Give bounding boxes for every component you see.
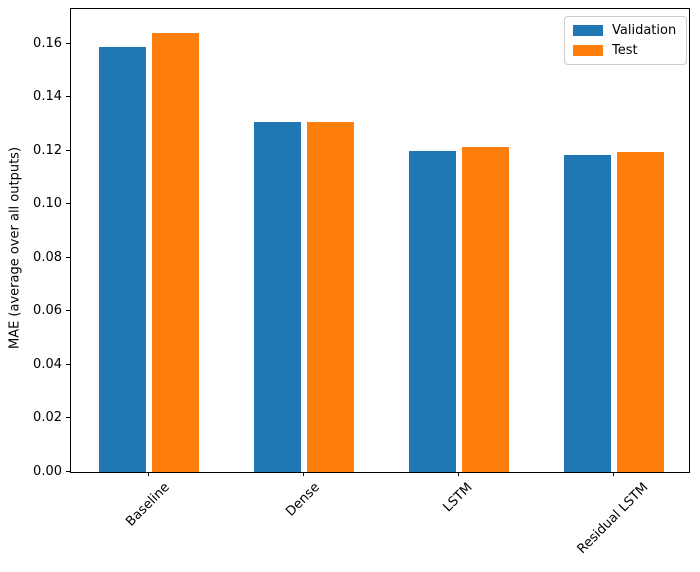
bar-validation-dense xyxy=(254,121,301,472)
legend-swatch-validation xyxy=(573,25,603,36)
x-tick-label-baseline: Baseline xyxy=(123,479,173,530)
y-tick-label: 0.12 xyxy=(33,142,62,158)
x-tick-mark xyxy=(303,472,304,476)
y-tick-label: 0.00 xyxy=(33,463,62,479)
y-tick-label: 0.02 xyxy=(33,410,62,425)
legend-label: Validation xyxy=(612,23,677,38)
y-tick-mark xyxy=(66,96,70,98)
x-tick-label-dense: Dense xyxy=(283,479,323,520)
legend-item-validation: Validation xyxy=(573,23,676,38)
y-tick-mark xyxy=(66,149,70,151)
plot-area xyxy=(70,8,690,473)
bar-validation-lstm xyxy=(409,151,456,472)
bar-test-baseline xyxy=(152,33,199,472)
bar-test-lstm xyxy=(462,147,509,472)
x-tick-label-residual-lstm: Residual LSTM xyxy=(574,480,652,557)
bar-test-dense xyxy=(307,121,354,472)
y-tick-label: 0.16 xyxy=(33,35,62,51)
bar-validation-residual-lstm xyxy=(564,155,611,472)
y-tick-mark xyxy=(66,363,70,365)
y-tick-label: 0.10 xyxy=(33,196,62,212)
legend-item-test: Test xyxy=(573,43,676,58)
x-tick-label-lstm: LSTM xyxy=(440,480,476,516)
legend-swatch-test xyxy=(573,45,603,56)
x-tick-mark xyxy=(148,472,149,476)
y-tick-mark xyxy=(66,203,70,205)
legend: Validation Test xyxy=(564,16,688,65)
y-tick-mark xyxy=(66,42,70,44)
x-tick-mark xyxy=(458,472,459,476)
y-axis-label: MAE (average over all outputs) xyxy=(7,146,23,350)
bar-validation-baseline xyxy=(99,46,146,472)
legend-label: Test xyxy=(612,43,638,58)
y-tick-mark xyxy=(66,470,70,472)
y-tick-mark xyxy=(66,310,70,311)
y-tick-label: 0.06 xyxy=(33,303,62,318)
bar-test-residual-lstm xyxy=(617,152,664,472)
y-tick-label: 0.04 xyxy=(33,356,62,372)
y-tick-label: 0.08 xyxy=(33,249,62,265)
y-tick-mark xyxy=(66,417,70,418)
y-tick-label: 0.14 xyxy=(33,89,62,105)
x-tick-mark xyxy=(613,472,614,476)
y-tick-mark xyxy=(66,256,70,258)
